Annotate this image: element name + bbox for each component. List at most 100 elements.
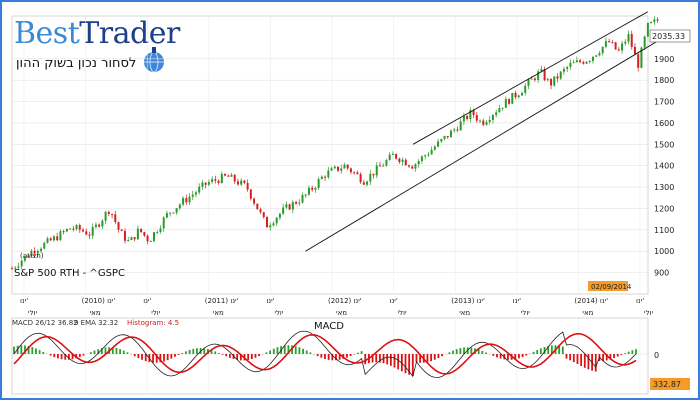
candle-body: [602, 47, 604, 53]
candle-body: [363, 182, 365, 184]
candle-body: [114, 214, 116, 222]
candle-body: [266, 217, 268, 227]
histogram-bar: [566, 354, 568, 359]
candle-body: [460, 121, 462, 130]
histogram-label: Histogram: 4.5: [127, 319, 179, 327]
price-tick-label: 1200: [654, 204, 674, 213]
candle-body: [531, 79, 533, 80]
candle-body: [634, 47, 636, 54]
candle-body: [347, 165, 349, 169]
candle-body: [279, 214, 281, 218]
time-label-bottom: יולי: [398, 309, 407, 317]
candle-body: [414, 164, 416, 168]
histogram-bar: [134, 354, 136, 356]
time-label-top: (2012) ינו': [328, 297, 362, 305]
candle-body: [140, 229, 142, 232]
last-price-label: 2035.33: [652, 32, 685, 41]
candle-body: [285, 204, 287, 207]
candle-body: [79, 225, 81, 230]
histogram-bar: [298, 347, 300, 354]
candle-body: [621, 44, 623, 51]
time-label-bottom: יולי: [521, 309, 530, 317]
macd-title: MACD: [314, 321, 344, 332]
histogram-bar: [588, 354, 590, 369]
histogram-bar: [324, 354, 326, 359]
time-label-bottom: יולי: [28, 309, 37, 317]
time-label-bottom: יולי: [151, 309, 160, 317]
macd-readout: 332.87: [653, 380, 681, 389]
candle-body: [311, 188, 313, 190]
candle-body: [589, 61, 591, 62]
histogram-bar: [456, 349, 458, 354]
candle-body: [121, 230, 123, 231]
candle-body: [573, 62, 575, 63]
candle-body: [653, 19, 655, 22]
histogram-bar: [518, 354, 520, 358]
histogram-bar: [57, 354, 59, 358]
candle-body: [169, 213, 171, 214]
candle-body: [405, 160, 407, 166]
candle-body: [63, 231, 65, 232]
price-plot-border: [12, 16, 648, 294]
candle-body: [289, 204, 291, 209]
histogram-bar: [496, 354, 498, 357]
candle-body: [595, 55, 597, 56]
candle-body: [392, 154, 394, 155]
candle-body: [237, 181, 239, 184]
candle-body: [466, 116, 468, 119]
histogram-bar: [31, 347, 33, 354]
histogram-bar: [569, 354, 571, 360]
histogram-bar: [470, 348, 472, 354]
candle-body: [172, 213, 174, 214]
time-label-top: ינו': [513, 297, 521, 305]
histogram-bar: [386, 354, 388, 364]
histogram-bar: [218, 353, 220, 354]
histogram-bar: [364, 354, 366, 364]
histogram-bar: [192, 349, 194, 354]
candle-body: [314, 188, 316, 190]
histogram-bar: [427, 354, 429, 362]
histogram-bar: [145, 354, 147, 361]
histogram-bar: [328, 354, 330, 360]
histogram-bar: [317, 354, 319, 356]
candle-body: [566, 67, 568, 69]
candle-body: [153, 232, 155, 241]
histogram-bar: [394, 354, 396, 368]
price-tick-label: 1900: [654, 55, 674, 64]
candle-body: [247, 183, 249, 190]
histogram-bar: [138, 354, 140, 358]
candle-body: [657, 19, 659, 20]
price-tick-label: 1600: [654, 119, 674, 128]
candle-body: [628, 34, 630, 42]
histogram-bar: [573, 354, 575, 362]
candle-body: [88, 235, 90, 236]
scale-note: (תצוגה): [20, 252, 44, 260]
candle-body: [324, 177, 326, 178]
histogram-bar: [170, 354, 172, 359]
candle-body: [411, 167, 413, 169]
time-label-bottom: יולי: [274, 309, 283, 317]
candle-body: [579, 60, 581, 62]
time-label-top: ינו': [143, 297, 151, 305]
ema-label: 9 EMA 32.32: [74, 319, 118, 327]
histogram-bar: [346, 354, 348, 358]
candle-body: [282, 208, 284, 214]
candle-body: [644, 37, 646, 48]
candle-body: [437, 141, 439, 146]
candle-body: [108, 212, 110, 214]
candle-body: [598, 53, 600, 55]
candle-body: [182, 198, 184, 204]
instrument-name: S&P 500 RTH - ^GSPC: [14, 268, 125, 279]
time-label-bottom: יולי: [644, 309, 653, 317]
candle-body: [101, 221, 103, 227]
candle-body: [137, 229, 139, 240]
candle-body: [185, 198, 187, 202]
candle-body: [340, 168, 342, 170]
candle-body: [553, 76, 555, 85]
histogram-bar: [416, 354, 418, 362]
histogram-bar: [577, 354, 579, 364]
candle-body: [631, 34, 633, 47]
histogram-bar: [119, 349, 121, 354]
candle-body: [224, 174, 226, 176]
